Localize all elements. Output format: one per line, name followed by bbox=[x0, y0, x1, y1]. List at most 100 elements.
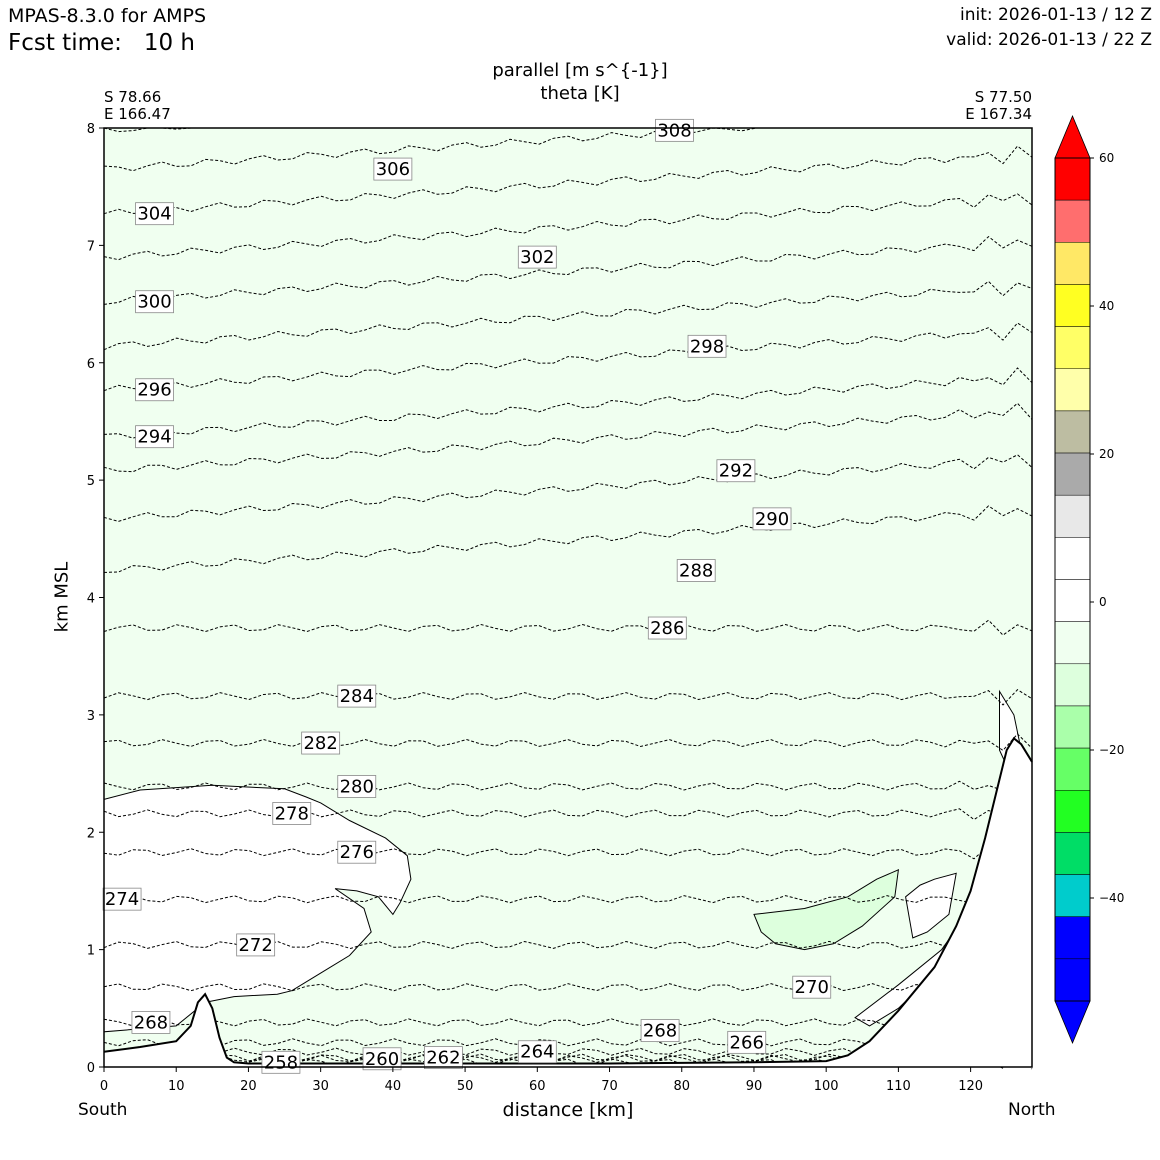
colorbar-segment bbox=[1054, 410, 1091, 454]
contour-label-text: 298 bbox=[690, 336, 724, 357]
colorbar-segment bbox=[1054, 284, 1091, 327]
contour-label: 268 bbox=[131, 1010, 171, 1034]
colorbar-frame bbox=[1054, 157, 1091, 1002]
contour-label-box bbox=[135, 378, 174, 402]
x-tick-label: 80 bbox=[673, 1079, 690, 1094]
contour-label-box bbox=[640, 1019, 680, 1043]
contour-label: 288 bbox=[676, 559, 716, 582]
contour-label-text: 258 bbox=[264, 1052, 298, 1073]
contour-label-box bbox=[687, 334, 727, 358]
contour-label-box bbox=[716, 459, 756, 483]
contour-label: 298 bbox=[687, 334, 727, 358]
theta-isoline-278 bbox=[103, 807, 1033, 824]
x-tick-label: 10 bbox=[168, 1079, 185, 1094]
contour-label: 296 bbox=[135, 378, 174, 402]
contour-label: 292 bbox=[716, 459, 756, 483]
contour-label-box bbox=[301, 731, 341, 755]
terrain-outline bbox=[103, 736, 1033, 1065]
forecast-time: Fcst time: 10 h bbox=[8, 30, 195, 56]
contour-label-text: 278 bbox=[275, 803, 309, 824]
contour-label-text: 268 bbox=[643, 1021, 677, 1042]
theta-isoline-300 bbox=[103, 235, 1033, 305]
contour-label-text: 288 bbox=[679, 561, 713, 582]
colorbar-tick-label: 20 bbox=[1099, 447, 1114, 461]
y-tick-label: 8 bbox=[87, 122, 95, 137]
contour-label: 274 bbox=[102, 887, 142, 911]
contour-label-box bbox=[362, 1047, 402, 1071]
near-zero-region bbox=[103, 784, 412, 1033]
y-tick-label: 6 bbox=[87, 357, 95, 372]
contour-label: 284 bbox=[337, 684, 377, 708]
contour-label-text: 286 bbox=[650, 618, 684, 639]
contour-label: 282 bbox=[301, 731, 341, 755]
contour-label-box bbox=[135, 425, 174, 449]
near-zero-region bbox=[905, 872, 957, 939]
contour-label-text: 300 bbox=[137, 292, 171, 313]
contour-label-text: 270 bbox=[795, 977, 829, 998]
colorbar-segment bbox=[1054, 368, 1091, 412]
contour-label-box bbox=[236, 933, 276, 957]
axes: 0 10 20 30 40 50 60 70 80 90 100 110 120 0 1 2 3 4 5 6 7 8 bbox=[87, 122, 1033, 1094]
terrain bbox=[103, 736, 1033, 1067]
contour-label-box bbox=[424, 1046, 463, 1070]
theta-isoline-276 bbox=[103, 845, 1033, 860]
contour-label-text: 280 bbox=[340, 776, 374, 797]
contour-label: 306 bbox=[373, 157, 413, 181]
x-tick-label: 0 bbox=[100, 1079, 108, 1094]
contour-label-text: 266 bbox=[730, 1032, 764, 1053]
y-tick-label: 0 bbox=[87, 1061, 95, 1076]
contour-label: 272 bbox=[236, 933, 276, 957]
contour-label: 278 bbox=[272, 802, 312, 825]
contour-label-box bbox=[337, 775, 377, 798]
contour-label-box bbox=[647, 616, 687, 640]
x-tick-label: 110 bbox=[886, 1079, 911, 1094]
y-tick-label: 3 bbox=[87, 709, 95, 724]
colorbar-segment bbox=[1054, 747, 1091, 791]
colorbar-segment bbox=[1054, 621, 1091, 665]
theta-isoline-274 bbox=[103, 890, 1033, 906]
contour-label-box bbox=[373, 157, 413, 181]
right-corner-coords: S 77.50 E 167.34 bbox=[965, 89, 1032, 123]
x-tick-label: 90 bbox=[746, 1079, 763, 1094]
contour-label-box bbox=[676, 559, 716, 582]
x-tick-label: 100 bbox=[814, 1079, 839, 1094]
theta-isoline-302 bbox=[103, 193, 1033, 261]
x-tick-label: 30 bbox=[312, 1079, 329, 1094]
contour-label-box bbox=[102, 887, 142, 911]
colorbar-tick-label: −20 bbox=[1099, 743, 1124, 757]
colorbar-segment bbox=[1054, 579, 1091, 622]
contour-label: 270 bbox=[792, 975, 832, 999]
x-tick-label: 60 bbox=[529, 1079, 546, 1094]
contour-label-text: 276 bbox=[340, 842, 374, 863]
theta-isoline-292 bbox=[103, 402, 1033, 473]
contour-label-text: 260 bbox=[365, 1049, 399, 1070]
contour-label: 260 bbox=[362, 1047, 402, 1071]
contour-label-box bbox=[337, 684, 377, 708]
contour-label-box bbox=[131, 1010, 171, 1034]
theta-isoline-286 bbox=[103, 619, 1033, 636]
theta-isoline-280 bbox=[103, 777, 1033, 796]
colorbar-segment bbox=[1054, 452, 1091, 496]
contour-label-box bbox=[135, 290, 174, 314]
colorbar-segment bbox=[1054, 705, 1091, 749]
contour-label: 258 bbox=[261, 1050, 301, 1074]
contour-label: 286 bbox=[647, 616, 687, 640]
theta-isoline-268 bbox=[103, 1012, 1033, 1031]
contour-label: 304 bbox=[135, 202, 174, 226]
terrain-fill bbox=[104, 738, 1032, 1067]
contour-label: 262 bbox=[424, 1046, 463, 1070]
contour-label-text: 272 bbox=[238, 935, 272, 956]
contour-label: 276 bbox=[337, 840, 377, 864]
colorbar-segment bbox=[1054, 958, 1091, 1002]
colorbar-segment bbox=[1054, 494, 1091, 538]
contour-label-text: 304 bbox=[137, 204, 171, 225]
y-tick-label: 2 bbox=[87, 826, 95, 841]
right-lon: E 167.34 bbox=[965, 105, 1032, 123]
contour-label-text: 296 bbox=[137, 380, 171, 401]
contour-label: 308 bbox=[655, 118, 694, 142]
model-title: MPAS-8.3.0 for AMPS bbox=[8, 5, 207, 27]
contour-label: 266 bbox=[727, 1030, 767, 1054]
forecast-time-value: 10 h bbox=[143, 30, 195, 56]
x-tick-label: 70 bbox=[601, 1079, 618, 1094]
left-lon: E 166.47 bbox=[104, 105, 171, 123]
